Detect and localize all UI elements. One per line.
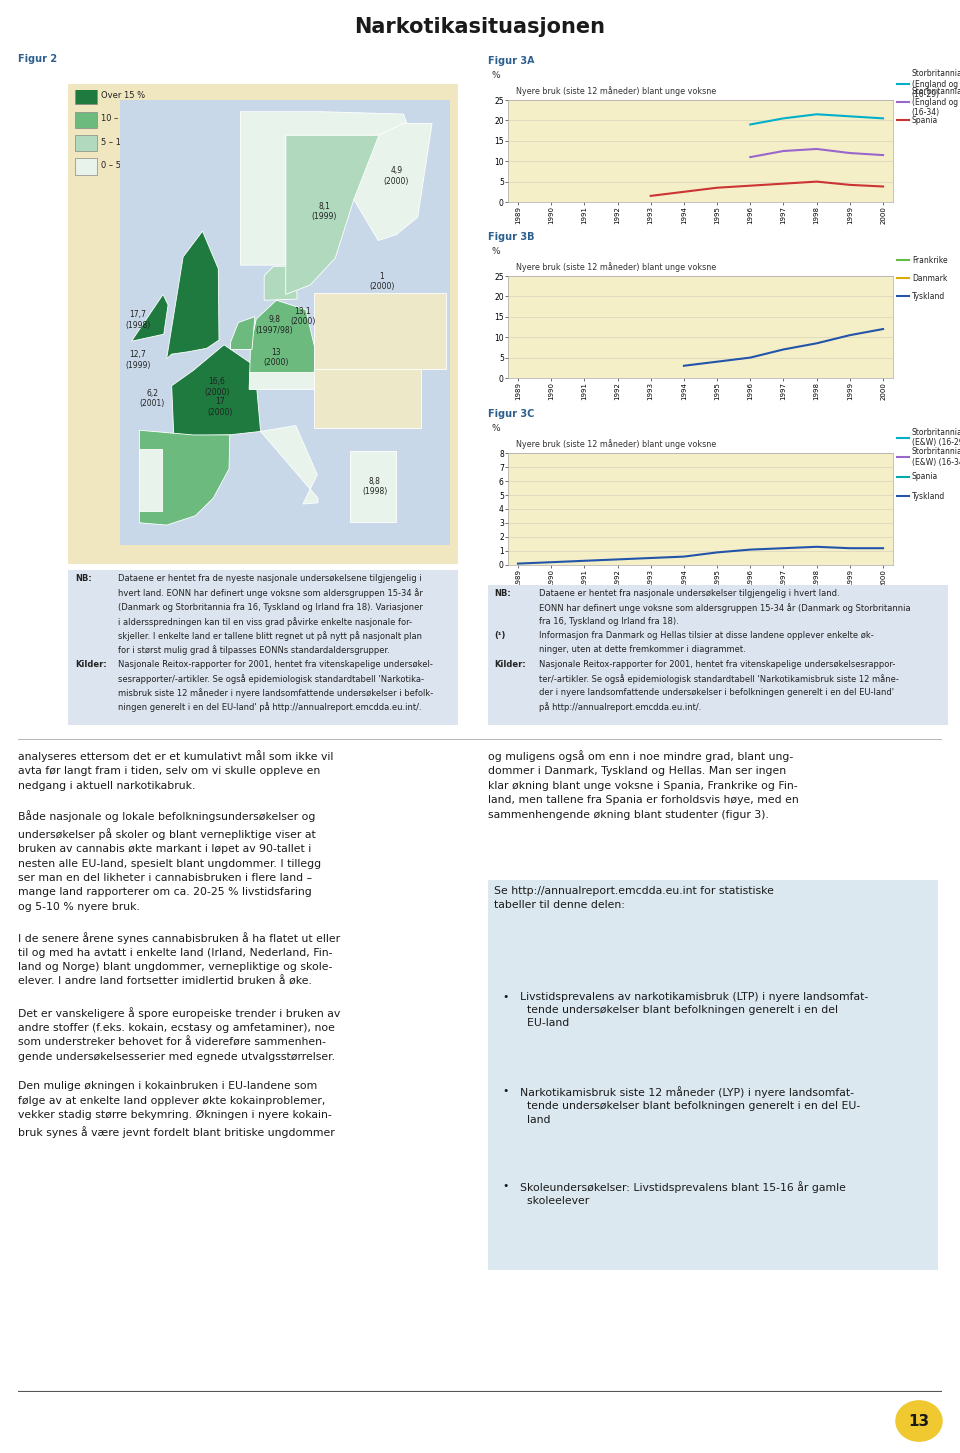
Text: 12,7
(1999): 12,7 (1999): [125, 350, 151, 369]
Text: Spania: Spania: [912, 116, 938, 125]
Text: EONN har definert unge voksne som aldersgruppen 15-34 år (Danmark og Storbritann: EONN har definert unge voksne som alders…: [539, 603, 910, 613]
Polygon shape: [264, 266, 298, 301]
Text: Danmark: Danmark: [912, 275, 948, 283]
Polygon shape: [172, 344, 260, 436]
Text: Dataene er hentet fra de nyeste nasjonale undersøkelsene tilgjengelig i: Dataene er hentet fra de nyeste nasjonal…: [118, 574, 421, 583]
Polygon shape: [250, 301, 315, 389]
Bar: [75, 89, 97, 105]
Text: 17,7
(1998): 17,7 (1998): [126, 311, 151, 330]
Text: hvert land. EONN har definert unge voksne som aldersgruppen 15-34 år: hvert land. EONN har definert unge voksn…: [118, 588, 423, 599]
Polygon shape: [139, 430, 229, 525]
Text: Nyere bruk (siste 12 måneder) blant unge voksne: Nyere bruk (siste 12 måneder) blant unge…: [516, 262, 716, 272]
Text: •: •: [503, 1181, 509, 1191]
Text: på http://annualreport.emcdda.eu.int/.: på http://annualreport.emcdda.eu.int/.: [539, 702, 701, 712]
Text: (Danmark og Storbritannia fra 16, Tyskland og Irland fra 18). Variasjoner: (Danmark og Storbritannia fra 16, Tyskla…: [118, 603, 423, 612]
Text: Dataene er hentet fra nasjonale undersøkelser tilgjengelig i hvert land.: Dataene er hentet fra nasjonale undersøk…: [539, 588, 839, 599]
Text: 13: 13: [908, 1414, 929, 1428]
Text: Kilder:: Kilder:: [494, 660, 526, 668]
Text: Fortsatt økning i bruken av cannabis i en del EU-land: Fortsatt økning i bruken av cannabis i e…: [565, 238, 836, 247]
Text: 6,2
(2001): 6,2 (2001): [139, 389, 165, 408]
Polygon shape: [230, 317, 254, 349]
Polygon shape: [132, 295, 168, 341]
Polygon shape: [241, 112, 407, 264]
Text: Skoleundersøkelser: Livstidsprevalens blant 15-16 år gamle
  skoleelever: Skoleundersøkelser: Livstidsprevalens bl…: [520, 1181, 846, 1206]
Text: 1
(2000): 1 (2000): [370, 272, 395, 291]
Text: misbruk siste 12 måneder i nyere landsomfattende undersøkelser i befolk-: misbruk siste 12 måneder i nyere landsom…: [118, 689, 434, 697]
Text: %: %: [492, 424, 500, 433]
Text: Stabilisering i bruken av cannabis i den senere tid i en del EU-land: Stabilisering i bruken av cannabis i den…: [531, 62, 871, 71]
Text: 10 – 15 %: 10 – 15 %: [102, 115, 142, 124]
Text: 0 – 5 %: 0 – 5 %: [102, 161, 132, 170]
Text: NB:: NB:: [494, 588, 511, 599]
Polygon shape: [286, 135, 380, 295]
Text: Nyere bruk (siste 12 måneder) blant unge voksne: Nyere bruk (siste 12 måneder) blant unge…: [516, 86, 716, 96]
Text: Storbritannia
(E&W) (16-29): Storbritannia (E&W) (16-29): [912, 427, 960, 448]
Text: •: •: [503, 1087, 509, 1097]
Polygon shape: [314, 369, 421, 427]
Text: ninger, uten at dette fremkommer i diagrammet.: ninger, uten at dette fremkommer i diagr…: [539, 645, 746, 654]
Polygon shape: [260, 426, 318, 504]
Text: Kilder:: Kilder:: [75, 660, 107, 668]
Bar: [75, 135, 97, 151]
Text: 13,1
(2000): 13,1 (2000): [290, 307, 316, 327]
Text: Figur 2: Figur 2: [18, 54, 58, 64]
Text: Informasjon fra Danmark og Hellas tilsier at disse landene opplever enkelte øk-: Informasjon fra Danmark og Hellas tilsie…: [539, 632, 874, 641]
Text: Storbritannia
(England og Wales)
(16-29): Storbritannia (England og Wales) (16-29): [912, 70, 960, 99]
Polygon shape: [139, 449, 161, 511]
Text: Figur 3A: Figur 3A: [488, 57, 535, 65]
Text: sesrapporter/-artikler. Se også epidemiologisk standardtabell 'Narkotika-: sesrapporter/-artikler. Se også epidemio…: [118, 674, 424, 684]
Text: ningen generelt i en del EU-land' på http://annualreport.emcdda.eu.int/.: ningen generelt i en del EU-land' på htt…: [118, 702, 421, 712]
Text: 5 – 10 %: 5 – 10 %: [102, 138, 137, 147]
Text: •: •: [503, 992, 509, 1001]
Text: Spania: Spania: [912, 472, 938, 481]
Text: Se http://annualreport.emcdda.eu.int for statistiske
tabeller til denne delen:: Se http://annualreport.emcdda.eu.int for…: [494, 886, 774, 910]
Text: Storbritannia
(E&W) (16-34): Storbritannia (E&W) (16-34): [912, 448, 960, 466]
Text: 16,6
(2000): 16,6 (2000): [204, 378, 229, 397]
Text: (¹): (¹): [494, 632, 505, 641]
Text: skjeller. I enkelte land er tallene blitt regnet ut på nytt på nasjonalt plan: skjeller. I enkelte land er tallene blit…: [118, 631, 422, 641]
Bar: [75, 112, 97, 128]
Text: 17
(2000): 17 (2000): [207, 397, 233, 417]
Text: Nyere bruk (siste 12 måneder) av cannabis blant unge voksne
i henhold til nasjon: Nyere bruk (siste 12 måneder) av cannabi…: [97, 55, 429, 77]
Text: 8,1
(1999): 8,1 (1999): [312, 202, 337, 221]
Polygon shape: [349, 452, 396, 522]
Polygon shape: [250, 372, 324, 389]
Text: 8,8
(1998): 8,8 (1998): [362, 477, 387, 495]
Text: Nasjonale Reitox-rapporter for 2001, hentet fra vitenskapelige undersøkel-: Nasjonale Reitox-rapporter for 2001, hen…: [118, 660, 433, 668]
Text: analyseres ettersom det er et kumulativt mål som ikke vil
avta før langt fram i : analyseres ettersom det er et kumulativt…: [18, 750, 340, 1138]
Polygon shape: [354, 124, 432, 241]
Text: og muligens også om enn i noe mindre grad, blant ung-
dommer i Danmark, Tyskland: og muligens også om enn i noe mindre gra…: [488, 750, 799, 819]
Text: %: %: [492, 247, 500, 256]
Text: Tyskland: Tyskland: [912, 292, 945, 301]
Text: NB:: NB:: [75, 574, 92, 583]
Text: for i størst mulig grad å tilpasses EONNs standardaldersgrupper.: for i størst mulig grad å tilpasses EONN…: [118, 645, 390, 655]
Circle shape: [896, 1401, 942, 1441]
Text: 9,8
(1997/98): 9,8 (1997/98): [255, 315, 293, 334]
Text: i aldersspredningen kan til en viss grad påvirke enkelte nasjonale for-: i aldersspredningen kan til en viss grad…: [118, 616, 413, 626]
Text: Nasjonale Reitox-rapporter for 2001, hentet fra vitenskapelige undersøkelsesrapp: Nasjonale Reitox-rapporter for 2001, hen…: [539, 660, 895, 668]
Text: ter/-artikler. Se også epidemiologisk standardtabell 'Narkotikamisbruk siste 12 : ter/-artikler. Se også epidemiologisk st…: [539, 674, 899, 683]
Text: %: %: [492, 71, 500, 80]
Text: Narkotikasituasjonen: Narkotikasituasjonen: [354, 17, 606, 36]
Text: Nyere bruk (siste 12 måneder) blant unge voksne: Nyere bruk (siste 12 måneder) blant unge…: [516, 439, 716, 449]
Text: Livstidsprevalens av narkotikamisbruk (LTP) i nyere landsomfat-
  tende undersøk: Livstidsprevalens av narkotikamisbruk (L…: [520, 992, 869, 1029]
Text: Kokainbruk i en del EU-land (¹): Kokainbruk i en del EU-land (¹): [622, 416, 779, 424]
Text: Over 15 %: Over 15 %: [102, 92, 146, 100]
Text: 4,9
(2000): 4,9 (2000): [383, 167, 409, 186]
Text: 13
(2000): 13 (2000): [264, 347, 289, 368]
Text: fra 16, Tyskland og Irland fra 18).: fra 16, Tyskland og Irland fra 18).: [539, 618, 679, 626]
Text: Storbritannia
(England og Wales)
(16-34): Storbritannia (England og Wales) (16-34): [912, 87, 960, 118]
Text: Frankrike: Frankrike: [912, 256, 948, 264]
Text: Figur 3C: Figur 3C: [488, 410, 535, 418]
Text: der i nyere landsomfattende undersøkelser i befolkningen generelt i en del EU-la: der i nyere landsomfattende undersøkelse…: [539, 687, 894, 697]
Polygon shape: [167, 231, 219, 359]
Polygon shape: [314, 294, 446, 369]
Bar: [75, 158, 97, 174]
Text: Narkotikamisbruk siste 12 måneder (LYP) i nyere landsomfat-
  tende undersøkelse: Narkotikamisbruk siste 12 måneder (LYP) …: [520, 1087, 860, 1125]
Text: Tyskland: Tyskland: [912, 491, 945, 501]
Text: Figur 3B: Figur 3B: [488, 232, 535, 243]
